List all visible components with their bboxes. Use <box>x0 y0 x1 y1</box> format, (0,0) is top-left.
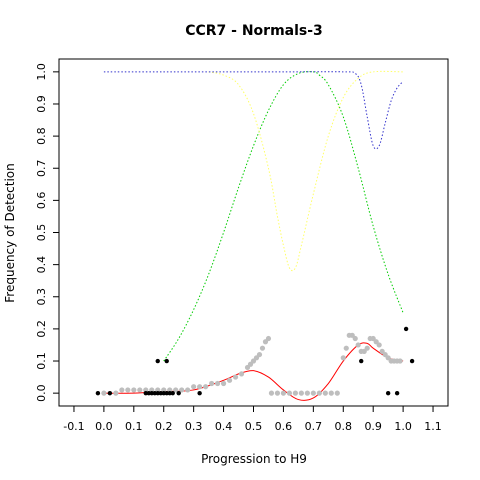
gray-point <box>257 352 262 357</box>
gray-point <box>329 391 334 396</box>
yellow-curve <box>209 71 404 270</box>
blue-curve <box>104 72 403 149</box>
x-tick-label: 0.1 <box>125 420 143 433</box>
gray-point <box>335 391 340 396</box>
x-axis-label: Progression to H9 <box>201 452 307 466</box>
x-tick-label: 0.5 <box>245 420 263 433</box>
gray-points <box>101 333 402 396</box>
gray-point <box>260 346 265 351</box>
gray-point <box>281 391 286 396</box>
gray-point <box>221 381 226 386</box>
gray-point <box>239 371 244 376</box>
gray-point <box>323 391 328 396</box>
gray-point <box>293 391 298 396</box>
gray-point <box>287 391 292 396</box>
x-tick-label: 0.6 <box>275 420 293 433</box>
y-tick-label: 0.4 <box>35 256 48 274</box>
y-tick-label: 0.9 <box>35 95 48 113</box>
black-point <box>410 359 414 363</box>
gray-point <box>317 391 322 396</box>
x-axis: -0.1 0.0 0.1 0.2 0.3 0.4 0.5 0.6 0.7 0.8 0.9 1.0 1.1 <box>63 406 442 433</box>
x-tick-label: 0.8 <box>335 420 353 433</box>
black-point <box>386 391 390 395</box>
black-point <box>156 359 160 363</box>
y-tick-label: 0.8 <box>35 127 48 145</box>
x-tick-label: 0.9 <box>364 420 382 433</box>
gray-point <box>209 381 214 386</box>
plot-frame <box>59 59 448 406</box>
y-axis: 0.0 0.1 0.2 0.3 0.4 0.5 0.6 0.7 0.8 0.9 1.0 <box>35 63 59 402</box>
gray-point <box>275 391 280 396</box>
gray-point <box>299 391 304 396</box>
gray-point <box>119 387 124 392</box>
gray-point <box>266 336 271 341</box>
gray-point <box>311 391 316 396</box>
gray-point <box>197 384 202 389</box>
x-tick-label: 1.1 <box>424 420 442 433</box>
gray-point <box>125 387 130 392</box>
gray-point <box>341 355 346 360</box>
y-tick-label: 0.2 <box>35 320 48 338</box>
gray-point <box>227 378 232 383</box>
y-tick-label: 0.1 <box>35 352 48 370</box>
gray-point <box>131 387 136 392</box>
y-tick-label: 0.6 <box>35 192 48 210</box>
x-tick-label: 0.0 <box>95 420 113 433</box>
y-tick-label: 0.5 <box>35 224 48 242</box>
x-tick-label: 0.2 <box>155 420 173 433</box>
y-tick-label: 1.0 <box>35 63 48 81</box>
black-point <box>359 359 363 363</box>
gray-point <box>344 346 349 351</box>
gray-point <box>377 342 382 347</box>
gray-point <box>191 384 196 389</box>
black-point <box>404 327 408 331</box>
black-point <box>395 391 399 395</box>
gray-point <box>305 391 310 396</box>
gray-point <box>233 374 238 379</box>
gray-point <box>356 342 361 347</box>
black-point <box>96 391 100 395</box>
curves <box>104 71 403 400</box>
gray-point <box>269 391 274 396</box>
black-point <box>171 391 175 395</box>
y-axis-label: Frequency of Detection <box>3 163 17 302</box>
gray-point <box>185 387 190 392</box>
black-point <box>165 359 169 363</box>
green-curve <box>164 72 403 361</box>
gray-point <box>101 391 106 396</box>
gray-point <box>113 391 118 396</box>
y-tick-label: 0.3 <box>35 288 48 306</box>
x-tick-label: 1.0 <box>394 420 412 433</box>
black-point <box>108 391 112 395</box>
y-tick-label: 0.7 <box>35 159 48 177</box>
black-point <box>197 391 201 395</box>
gray-point <box>398 358 403 363</box>
black-point <box>176 391 180 395</box>
gray-point <box>353 336 358 341</box>
gray-point <box>215 381 220 386</box>
y-tick-label: 0.0 <box>35 384 48 402</box>
gray-point <box>203 384 208 389</box>
x-tick-label: -0.1 <box>63 420 84 433</box>
gray-point <box>365 346 370 351</box>
x-tick-label: 0.4 <box>215 420 233 433</box>
chart-title: CCR7 - Normals-3 <box>185 23 323 39</box>
x-tick-label: 0.7 <box>305 420 323 433</box>
x-tick-label: 0.3 <box>185 420 203 433</box>
gray-point <box>137 387 142 392</box>
